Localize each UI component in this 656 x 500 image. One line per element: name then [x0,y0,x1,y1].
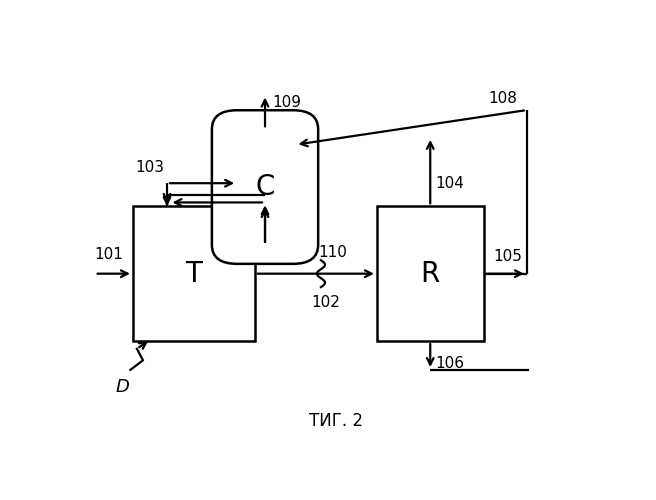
Bar [377,206,483,341]
Text: 101: 101 [94,247,123,262]
Text: 110: 110 [318,245,347,260]
Text: 103: 103 [135,160,165,176]
Text: ΤИГ. 2: ΤИГ. 2 [309,412,363,430]
Text: 106: 106 [436,356,464,372]
Bar [133,206,255,341]
Text: R: R [420,260,440,287]
Text: 108: 108 [489,91,518,106]
Text: D: D [115,378,130,396]
Text: 109: 109 [273,95,302,110]
Text: 104: 104 [436,176,464,191]
FancyBboxPatch shape [212,110,318,264]
Text: C: C [255,173,275,201]
Text: 105: 105 [494,249,523,264]
Text: 102: 102 [312,295,340,310]
Text: T: T [186,260,202,287]
